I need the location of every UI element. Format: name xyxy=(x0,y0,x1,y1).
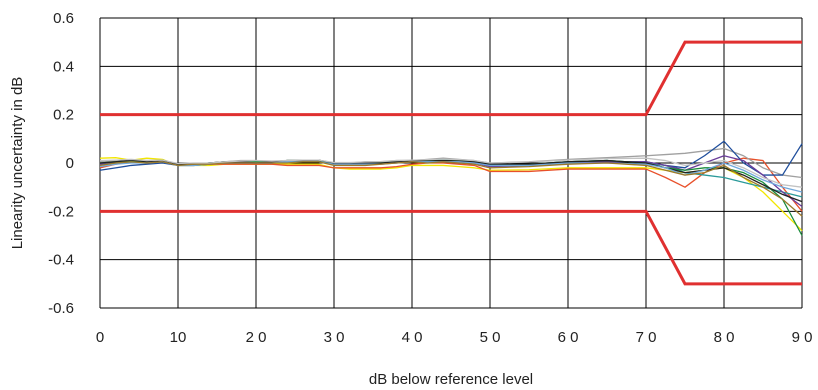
lower-limit-line xyxy=(100,209,802,286)
x-tick-label: 2 0 xyxy=(246,329,267,346)
x-axis-label: dB below reference level xyxy=(369,371,533,388)
x-tick-label: 6 0 xyxy=(558,329,579,346)
y-tick-label: 0 xyxy=(66,155,74,172)
x-tick-label: 10 xyxy=(170,329,187,346)
x-tick-label: 8 0 xyxy=(714,329,735,346)
y-tick-label: 0.2 xyxy=(53,107,74,124)
y-tick-label: -0.2 xyxy=(48,203,74,220)
tolerance-limits xyxy=(100,40,802,286)
series-line-10 xyxy=(99,161,803,217)
y-tick-label: 0.4 xyxy=(53,58,74,75)
x-tick-label: 3 0 xyxy=(324,329,345,346)
x-tick-labels: 0 10 2 0 3 0 4 0 5 0 6 0 7 0 8 0 9 0 xyxy=(96,329,813,346)
data-series xyxy=(99,140,803,236)
x-tick-label: 9 0 xyxy=(792,329,813,346)
x-tick-label: 0 xyxy=(96,329,104,346)
y-tick-label: -0.6 xyxy=(48,300,74,317)
x-tick-label: 5 0 xyxy=(480,329,501,346)
upper-limit-line xyxy=(100,40,802,117)
y-tick-labels: 0.6 0.4 0.2 0 -0.2 -0.4 -0.6 xyxy=(48,10,74,317)
y-axis-label: Linearity uncertainty in dB xyxy=(9,77,26,250)
x-tick-label: 7 0 xyxy=(636,329,657,346)
y-tick-label: 0.6 xyxy=(53,10,74,27)
x-tick-label: 4 0 xyxy=(402,329,423,346)
y-tick-label: -0.4 xyxy=(48,252,74,269)
series-line-11 xyxy=(99,157,803,188)
